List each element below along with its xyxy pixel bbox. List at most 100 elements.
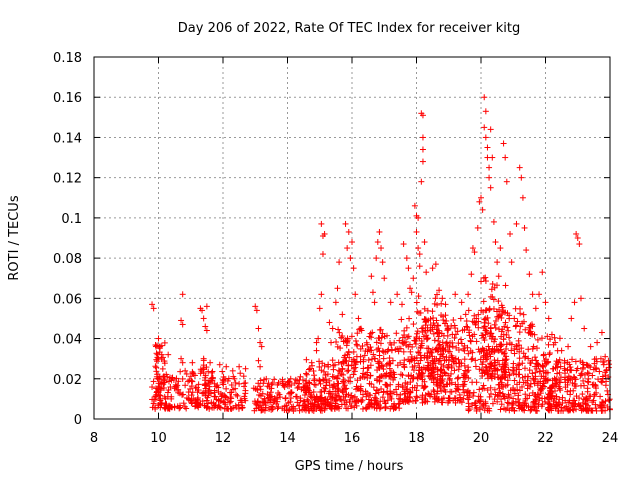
- data-point: [487, 184, 494, 191]
- data-point: [321, 384, 328, 391]
- data-point: [320, 400, 327, 407]
- data-point: [529, 345, 536, 352]
- data-point: [305, 397, 312, 404]
- data-point: [487, 293, 494, 300]
- data-point: [367, 392, 374, 399]
- data-point: [470, 392, 477, 399]
- data-point: [311, 372, 318, 379]
- data-point: [158, 351, 165, 358]
- data-point: [399, 382, 406, 389]
- data-point: [207, 359, 214, 366]
- data-point: [424, 359, 431, 366]
- data-point: [489, 280, 496, 287]
- data-point: [477, 398, 484, 405]
- data-point: [388, 403, 395, 410]
- data-point: [492, 239, 499, 246]
- data-point: [492, 317, 499, 324]
- data-point: [416, 263, 423, 270]
- data-point: [317, 397, 324, 404]
- data-point: [223, 405, 230, 412]
- data-point: [415, 214, 422, 221]
- data-point: [301, 392, 308, 399]
- data-point: [212, 393, 219, 400]
- data-point: [569, 356, 576, 363]
- y-tick-label: 0.1: [61, 212, 82, 227]
- data-point: [232, 385, 239, 392]
- data-point: [338, 360, 345, 367]
- data-point: [378, 245, 385, 252]
- data-point: [333, 339, 340, 346]
- data-point: [529, 291, 536, 298]
- data-point: [325, 363, 332, 370]
- data-point: [510, 370, 517, 377]
- data-point: [398, 301, 405, 308]
- data-point: [540, 352, 547, 359]
- data-point: [505, 391, 512, 398]
- data-point: [585, 407, 592, 414]
- data-point: [520, 318, 527, 325]
- data-point: [236, 363, 243, 370]
- data-point: [518, 345, 525, 352]
- x-axis-ticks: 8 10 12 14 16 18 20 22 24: [90, 57, 618, 446]
- data-point: [516, 371, 523, 378]
- data-point: [520, 350, 527, 357]
- data-point: [215, 397, 222, 404]
- data-point: [507, 230, 514, 237]
- data-point: [200, 315, 207, 322]
- data-point: [584, 388, 591, 395]
- y-axis-ticks: 0 0.02 0.04 0.06 0.08 0.1 0.12 0.14 0.16 0.18: [53, 51, 610, 428]
- data-point: [524, 373, 531, 380]
- data-point: [393, 391, 400, 398]
- data-point: [197, 401, 204, 408]
- data-point: [177, 368, 184, 375]
- data-point: [194, 394, 201, 401]
- data-point: [501, 323, 508, 330]
- data-point: [370, 351, 377, 358]
- data-point: [340, 338, 347, 345]
- data-point: [157, 343, 164, 350]
- data-point: [312, 382, 319, 389]
- data-point: [324, 371, 331, 378]
- data-point: [275, 390, 282, 397]
- data-point: [403, 324, 410, 331]
- data-point: [361, 374, 368, 381]
- data-point: [521, 407, 528, 414]
- data-point: [482, 363, 489, 370]
- data-point: [500, 336, 507, 343]
- data-point: [228, 395, 235, 402]
- data-point: [336, 405, 343, 412]
- data-point: [404, 386, 411, 393]
- data-point: [457, 396, 464, 403]
- data-point: [547, 392, 554, 399]
- data-point: [312, 396, 319, 403]
- data-point: [354, 330, 361, 337]
- data-point: [319, 251, 326, 258]
- data-point: [554, 364, 561, 371]
- data-point: [152, 404, 159, 411]
- data-point: [592, 405, 599, 412]
- data-point: [175, 389, 182, 396]
- data-point: [465, 400, 472, 407]
- data-point: [471, 331, 478, 338]
- data-point: [353, 341, 360, 348]
- data-point: [511, 315, 518, 322]
- data-point: [494, 398, 501, 405]
- data-point: [432, 295, 439, 302]
- data-point: [155, 335, 162, 342]
- data-point: [238, 399, 245, 406]
- data-point: [465, 307, 472, 314]
- data-point: [448, 352, 455, 359]
- data-point: [407, 379, 414, 386]
- data-point: [448, 379, 455, 386]
- data-point: [439, 295, 446, 302]
- data-point: [389, 357, 396, 364]
- data-point: [421, 378, 428, 385]
- data-point: [397, 371, 404, 378]
- data-point: [373, 401, 380, 408]
- data-point: [360, 358, 367, 365]
- data-point: [573, 230, 580, 237]
- data-point: [258, 343, 265, 350]
- data-point: [209, 374, 216, 381]
- x-tick-label: 8: [90, 431, 98, 446]
- data-point: [231, 375, 238, 382]
